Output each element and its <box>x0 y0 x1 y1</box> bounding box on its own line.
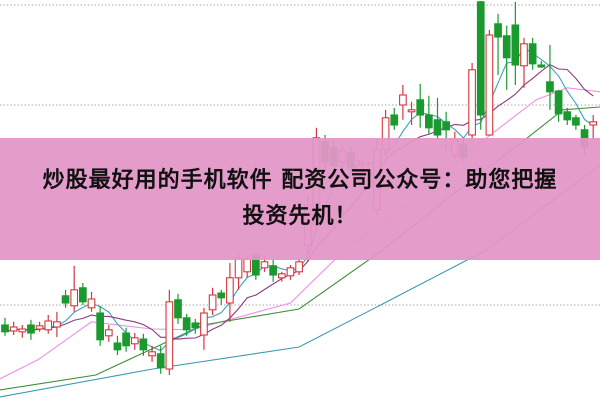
candle-body <box>277 273 286 279</box>
candle-body <box>165 301 174 370</box>
candle-body <box>191 322 200 329</box>
candle-body <box>139 338 148 351</box>
candle-body <box>476 1 485 116</box>
candle-body <box>390 114 399 126</box>
candle-body <box>563 111 572 121</box>
candle-body <box>53 321 61 328</box>
candle-body <box>407 109 416 113</box>
moving-average-line <box>0 87 600 380</box>
candle-body <box>96 312 104 341</box>
candle-body <box>589 121 598 126</box>
candle-body <box>87 298 96 309</box>
candle-body <box>295 261 303 273</box>
candle-body <box>243 258 252 273</box>
candle-body <box>35 325 44 330</box>
candle-body <box>9 326 18 332</box>
candle-body <box>113 342 122 351</box>
promo-banner: 炒股最好用的手机软件 配资公司公众号：助您把握 投资先机！ <box>0 138 600 260</box>
candle-body <box>494 23 502 38</box>
candle-body <box>269 265 278 276</box>
candle-body <box>104 329 113 337</box>
candle-body <box>174 299 182 319</box>
candle-body <box>485 34 494 136</box>
candle-body <box>148 351 156 357</box>
candle-body <box>528 43 537 65</box>
candle-body <box>217 292 226 299</box>
candle-body <box>468 69 476 136</box>
candle-body <box>226 277 234 304</box>
candle-body <box>156 353 165 369</box>
candle-body <box>70 289 79 307</box>
candle-body <box>200 312 208 336</box>
candle-body <box>442 121 451 131</box>
candle-body <box>260 261 269 269</box>
candle-body <box>286 267 295 277</box>
candle-body <box>511 24 520 66</box>
candle-body <box>502 35 511 59</box>
candle-body <box>433 119 442 136</box>
candle-body <box>537 64 546 68</box>
candle-body <box>208 294 217 311</box>
candle-body <box>18 328 27 333</box>
candle-body <box>416 99 425 116</box>
candle-body <box>520 43 528 67</box>
candle-body <box>27 324 35 334</box>
candle-body <box>182 317 191 331</box>
candle-body <box>546 81 554 93</box>
banner-line-2: 投资先机！ <box>242 204 358 229</box>
candle-body <box>234 257 243 279</box>
candle-body <box>61 295 70 304</box>
candle-body <box>79 287 87 303</box>
candle-body <box>554 90 563 115</box>
candle-body <box>399 94 407 106</box>
banner-line-1: 炒股最好用的手机软件 配资公司公众号：助您把握 <box>42 168 558 193</box>
candle-body <box>424 114 433 129</box>
candle-body <box>572 117 580 126</box>
candle-body <box>130 337 139 345</box>
candle-body <box>44 320 53 331</box>
candle-body <box>122 332 130 347</box>
candle-body <box>1 324 9 333</box>
